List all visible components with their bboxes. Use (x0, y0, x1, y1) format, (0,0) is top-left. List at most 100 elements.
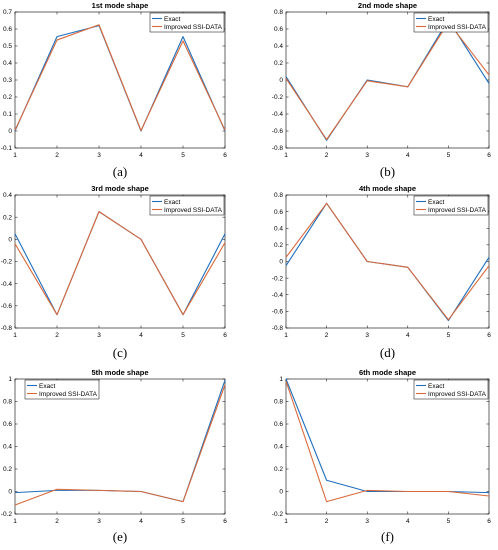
legend-label-c-0: Exact (164, 199, 180, 206)
legend-label-d-1: Improved SSI-DATA (428, 207, 487, 214)
panel-b: 2nd mode shape -0.8 -0.6 -0.4 -0.2 0 0.2 0.4 0.6… (272, 1, 491, 179)
x-tick-label-b-0: 1 (284, 152, 288, 159)
x-tick-label-c-4: 5 (181, 332, 185, 339)
y-tick-label-b-7: 0.6 (274, 26, 283, 33)
y-tick-label-b-6: 0.4 (274, 43, 283, 50)
panel-f: 6th mode shape -0.2 0 0.2 0.4 0.6 0.8 1 1 2 3 4 5 6 Ex… (272, 368, 491, 544)
y-tick-label-f-5: 0.8 (274, 399, 283, 406)
panel-caption-a: (a) (113, 164, 127, 179)
chart-title-f: 6th mode shape (359, 368, 416, 377)
x-tick-label-d-3: 4 (406, 332, 410, 339)
y-tick-label-d-5: 0.2 (274, 242, 283, 249)
panel-caption-d: (d) (380, 345, 395, 360)
series-line-f-exact (285, 378, 490, 494)
y-tick-label-c-4: 0 (8, 237, 12, 244)
legend-box-d (413, 195, 489, 216)
legend-box-f (413, 379, 489, 400)
x-tick-label-e-1: 2 (55, 518, 59, 525)
series-line-b-exact (285, 19, 490, 141)
x-tick-label-e-3: 4 (139, 518, 143, 525)
y-tick-label-c-3: -0.2 (1, 259, 13, 266)
y-tick-label-f-4: 0.6 (274, 421, 283, 428)
series-line-a-improved (14, 24, 226, 132)
chart-title-e: 5th mode shape (91, 368, 148, 377)
y-tick-label-a-3: 0.2 (3, 94, 12, 101)
x-tick-label-d-1: 2 (325, 332, 329, 339)
legend-box-a (149, 12, 225, 33)
x-tick-label-c-5: 6 (223, 332, 227, 339)
x-tick-label-d-4: 5 (447, 332, 451, 339)
series-line-e-improved (14, 384, 226, 506)
y-tick-label-c-0: -0.8 (1, 325, 13, 332)
x-tick-label-e-0: 1 (13, 518, 17, 525)
y-tick-label-c-2: -0.4 (1, 281, 13, 288)
legend-label-b-0: Exact (428, 16, 444, 23)
chart-title-c: 3rd mode shape (91, 184, 149, 193)
y-tick-label-f-3: 0.4 (274, 444, 283, 451)
y-tick-label-e-2: 0.2 (3, 466, 12, 473)
legend-box-b (413, 12, 489, 33)
y-tick-label-a-2: 0.1 (3, 111, 12, 118)
y-tick-label-d-1: -0.6 (272, 309, 284, 316)
x-tick-label-f-1: 2 (325, 518, 329, 525)
legend-box-c (149, 195, 225, 216)
y-tick-label-b-3: -0.2 (272, 94, 284, 101)
y-tick-label-d-3: -0.2 (272, 275, 284, 282)
y-tick-label-c-6: 0.4 (3, 192, 12, 199)
y-tick-label-a-6: 0.5 (3, 43, 12, 50)
panel-c: 3rd mode shape -0.8 -0.6 -0.4 -0.2 0 0.2 0.4 1 2 3… (1, 184, 227, 360)
y-tick-label-e-4: 0.6 (3, 421, 12, 428)
legend-label-b-1: Improved SSI-DATA (428, 24, 487, 31)
y-tick-label-d-6: 0.4 (274, 225, 283, 232)
x-tick-label-c-2: 3 (97, 332, 101, 339)
x-tick-label-a-5: 6 (223, 152, 227, 159)
x-tick-label-a-4: 5 (181, 152, 185, 159)
y-tick-label-d-4: 0 (279, 259, 283, 266)
panel-caption-e: (e) (113, 529, 127, 544)
chart-title-b: 2nd mode shape (358, 1, 417, 10)
y-tick-label-b-1: -0.6 (272, 128, 284, 135)
y-tick-label-f-6: 1 (279, 376, 283, 383)
x-tick-label-a-3: 4 (139, 152, 143, 159)
x-tick-label-b-3: 4 (406, 152, 410, 159)
panel-caption-f: (f) (381, 529, 394, 544)
panel-caption-c: (c) (113, 345, 127, 360)
chart-title-a: 1st mode shape (92, 1, 149, 10)
y-tick-label-e-0: -0.2 (1, 511, 13, 518)
x-tick-label-f-5: 6 (487, 518, 491, 525)
legend-label-a-0: Exact (164, 16, 180, 23)
x-tick-label-a-0: 1 (13, 152, 17, 159)
legend-label-c-1: Improved SSI-DATA (164, 207, 223, 214)
x-tick-label-f-4: 5 (447, 518, 451, 525)
plot-frame-b (285, 11, 490, 149)
y-tick-label-b-8: 0.8 (274, 9, 283, 16)
x-tick-label-e-2: 3 (97, 518, 101, 525)
panel-caption-b: (b) (380, 164, 395, 179)
x-tick-label-d-2: 3 (365, 332, 369, 339)
legend-label-f-0: Exact (428, 383, 444, 390)
x-tick-label-c-1: 2 (55, 332, 59, 339)
series-line-d-exact (285, 202, 490, 322)
legend-label-d-0: Exact (428, 199, 444, 206)
legend-label-e-0: Exact (39, 383, 55, 390)
y-tick-label-c-5: 0.2 (3, 214, 12, 221)
series-line-c-exact (14, 211, 226, 316)
y-tick-label-d-2: -0.4 (272, 292, 284, 299)
x-tick-label-e-5: 6 (223, 518, 227, 525)
x-tick-label-e-4: 5 (181, 518, 185, 525)
x-tick-label-b-1: 2 (325, 152, 329, 159)
x-tick-label-d-5: 6 (487, 332, 491, 339)
y-tick-label-a-7: 0.6 (3, 26, 12, 33)
y-tick-label-b-4: 0 (279, 77, 283, 84)
legend-label-f-1: Improved SSI-DATA (428, 391, 487, 398)
y-tick-label-a-1: 0 (8, 128, 12, 135)
y-tick-label-d-7: 0.6 (274, 209, 283, 216)
y-tick-label-a-0: -0.1 (1, 145, 13, 152)
y-tick-label-e-3: 0.4 (3, 444, 12, 451)
